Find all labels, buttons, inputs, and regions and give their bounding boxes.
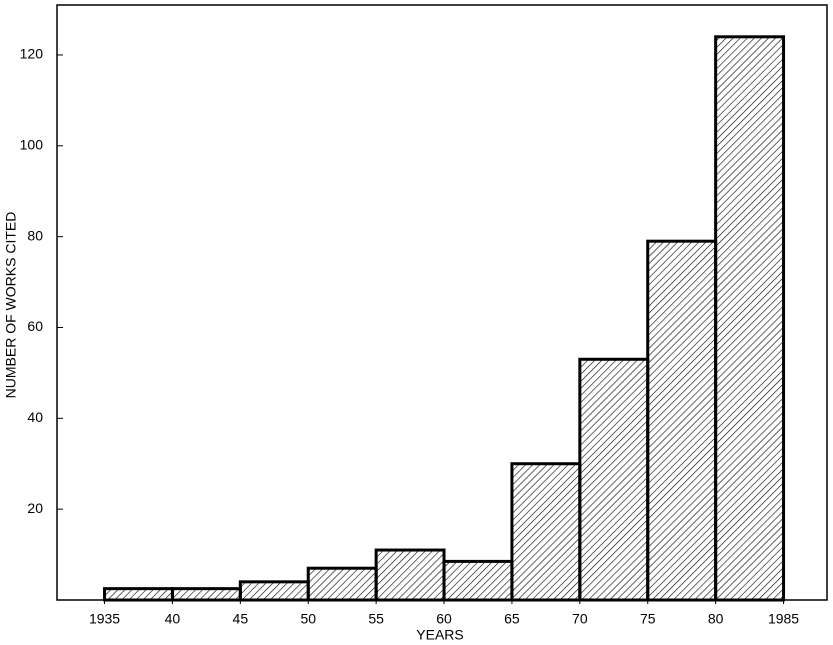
bar [374,548,446,602]
y-tick-label: 60 [27,318,43,334]
x-tick-label: 80 [708,611,724,627]
bar [578,357,650,602]
y-tick-label: 20 [27,500,43,516]
bar [238,580,310,602]
y-tick-label: 40 [27,409,43,425]
x-tick-label: 45 [233,611,249,627]
bar [170,587,242,602]
x-tick-label: 1985 [768,611,799,627]
bar [510,462,582,602]
x-tick-label: 55 [368,611,384,627]
x-tick-label: 75 [640,611,656,627]
x-tick-label: 50 [300,611,316,627]
bar [306,566,378,602]
y-tick-label: 100 [20,137,44,153]
x-tick-label: 1935 [89,611,120,627]
bar [103,587,174,602]
x-tick-label: 40 [165,611,181,627]
bar [714,35,786,602]
x-tick-label: 60 [436,611,452,627]
bar [442,559,514,602]
bar [646,239,718,602]
y-tick-label: 120 [20,46,44,62]
x-tick-label: 65 [504,611,520,627]
y-tick-label: 80 [27,227,43,243]
y-axis-title: NUMBER OF WORKS CITED [3,212,19,399]
x-tick-label: 70 [572,611,588,627]
x-axis-title: YEARS [416,627,463,643]
